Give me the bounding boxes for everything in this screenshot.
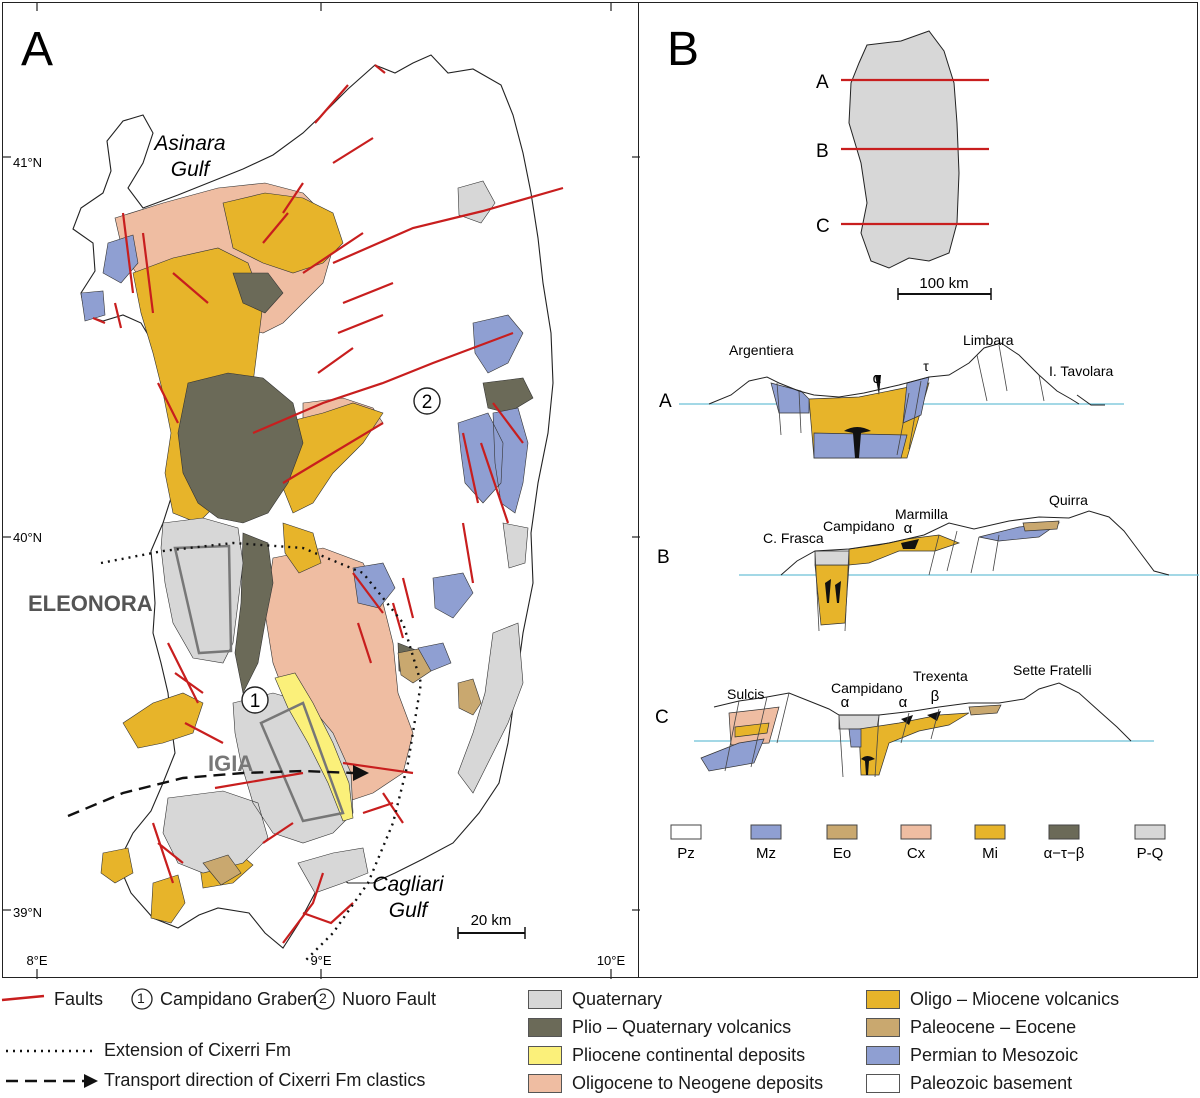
section-c: C Sulcis Campidano Trexenta Sette Fratel… <box>655 662 1154 778</box>
unit-legend: Pz Mz Eo Cx Mi α−τ−β P-Q <box>670 824 1166 862</box>
svg-text:2: 2 <box>422 392 433 413</box>
lat-41-label: 41°N <box>13 155 42 170</box>
svg-text:α: α <box>841 694 850 711</box>
inset-line-b: B <box>816 141 829 162</box>
lat-40-label: 40°N <box>13 530 42 545</box>
section-a: A Argentiera Limbara I. Tavolara α τ <box>659 332 1124 459</box>
svg-text:α−τ−β: α−τ−β <box>1044 845 1085 862</box>
panel-b-sections: B A B C 100 km A Argentiera Limbara I. T… <box>638 2 1199 978</box>
legend-swatch <box>528 1074 562 1093</box>
legend-swatch <box>866 1046 900 1065</box>
map-scale-bar: 20 km <box>457 912 526 939</box>
svg-text:α: α <box>904 520 913 537</box>
legend-swatch <box>866 1074 900 1093</box>
svg-text:Mi: Mi <box>982 845 998 862</box>
sardinia-geological-map: 1 2 A Asinara Gulf Cagliari Gulf ELEONOR… <box>3 3 640 979</box>
legend-unit-label: Paleocene – Eocene <box>910 1017 1077 1037</box>
svg-text:Marmilla: Marmilla <box>895 506 948 522</box>
legend-num1: 1 <box>137 990 145 1006</box>
lon-9-label: 9°E <box>310 953 331 968</box>
svg-text:Sulcis: Sulcis <box>727 686 764 702</box>
legend-arrowhead <box>84 1074 98 1088</box>
panel-a-map: 1 2 A Asinara Gulf Cagliari Gulf ELEONOR… <box>2 2 640 979</box>
legend-swatch <box>528 990 562 1009</box>
legend-cixerri-ext: Extension of Cixerri Fm <box>104 1040 292 1060</box>
svg-text:α: α <box>899 694 908 711</box>
legend-campidano: Campidano Graben <box>160 989 318 1009</box>
plio-quaternary-volcanics <box>177 272 534 694</box>
legend-faults: Faults <box>54 989 104 1009</box>
igia-box <box>259 701 345 823</box>
svg-text:I. Tavolara: I. Tavolara <box>1049 363 1114 379</box>
svg-text:Eo: Eo <box>833 845 851 862</box>
section-b: B C. Frasca Campidano Marmilla Quirra α <box>657 492 1199 632</box>
svg-text:P-Q: P-Q <box>1137 845 1164 862</box>
cagliari-gulf-label-2: Gulf <box>389 899 430 922</box>
svg-text:Limbara: Limbara <box>963 332 1014 348</box>
legend-swatch <box>528 1018 562 1037</box>
num2-symbol <box>313 988 335 1010</box>
legend-nuoro: Nuoro Fault <box>342 989 437 1009</box>
asinara-gulf-label-2: Gulf <box>171 158 212 181</box>
svg-text:Cx: Cx <box>907 845 926 862</box>
cagliari-gulf-label: Cagliari <box>372 873 445 896</box>
cixerri-transport-arrow <box>67 769 354 818</box>
legend-unit-label: Permian to Mesozoic <box>910 1045 1079 1065</box>
lat-39-label: 39°N <box>13 905 42 920</box>
fault-symbol <box>1 994 45 1002</box>
legend-unit-label: Oligo – Miocene volcanics <box>910 989 1120 1009</box>
svg-text:Trexenta: Trexenta <box>913 668 968 684</box>
asinara-gulf-label: Asinara <box>152 132 225 155</box>
inset-scale-bar: 100 km <box>897 275 992 300</box>
svg-text:Campidano: Campidano <box>831 680 903 696</box>
igia-label: IGIA <box>208 751 253 776</box>
svg-text:α: α <box>873 370 882 387</box>
cross-sections: B A B C 100 km A Argentiera Limbara I. T… <box>655 23 1199 862</box>
lon-10-label: 10°E <box>597 953 626 968</box>
inset-line-a: A <box>816 72 829 93</box>
legend-swatch <box>866 1018 900 1037</box>
svg-text:C. Frasca: C. Frasca <box>763 530 824 546</box>
quaternary-deposits <box>160 180 529 894</box>
svg-text:Argentiera: Argentiera <box>729 342 794 358</box>
eleonora-box <box>173 544 233 655</box>
legend-symbols <box>1 988 335 1088</box>
eleonora-label: ELEONORA <box>28 591 153 616</box>
legend-unit-label: Plio – Quaternary volcanics <box>572 1017 792 1037</box>
inset-line-c: C <box>816 216 830 237</box>
num1-symbol <box>131 988 153 1010</box>
campidano-marker: 1 <box>241 686 269 714</box>
svg-text:Campidano: Campidano <box>823 518 895 534</box>
svg-text:Sette Fratelli: Sette Fratelli <box>1013 662 1092 678</box>
legend-cixerri-transport: Transport direction of Cixerri Fm clasti… <box>104 1070 426 1090</box>
transport-arrowhead <box>353 765 369 781</box>
faults <box>92 64 564 944</box>
svg-text:C: C <box>655 707 669 728</box>
svg-text:Quirra: Quirra <box>1049 492 1088 508</box>
svg-text:τ: τ <box>923 358 929 374</box>
legend-swatch <box>528 1046 562 1065</box>
lon-8-label: 8°E <box>26 953 47 968</box>
cixerri-extension-line <box>100 541 423 964</box>
nuoro-marker: 2 <box>413 387 441 415</box>
svg-text:β: β <box>931 688 940 705</box>
svg-text:100 km: 100 km <box>919 275 968 292</box>
legend-swatch <box>866 990 900 1009</box>
legend-unit-label: Pliocene continental deposits <box>572 1045 806 1065</box>
graticule-ticks <box>3 3 640 979</box>
panel-a-letter: A <box>21 23 53 76</box>
svg-text:B: B <box>657 547 670 568</box>
panel-b-letter: B <box>667 23 699 76</box>
legend-unit-label: Paleozoic basement <box>910 1073 1073 1093</box>
svg-text:Mz: Mz <box>756 845 776 862</box>
svg-text:1: 1 <box>250 691 261 712</box>
legend-num2: 2 <box>319 990 327 1006</box>
svg-text:20 km: 20 km <box>471 912 512 929</box>
svg-text:Pz: Pz <box>677 845 695 862</box>
map-legend: Faults 1 Campidano Graben 2 Nuoro Fault … <box>0 980 1200 1098</box>
legend-unit-label: Quaternary <box>572 989 663 1009</box>
svg-text:A: A <box>659 391 672 412</box>
inset-section-lines <box>841 78 989 226</box>
legend-unit-label: Oligocene to Neogene deposits <box>572 1073 824 1093</box>
